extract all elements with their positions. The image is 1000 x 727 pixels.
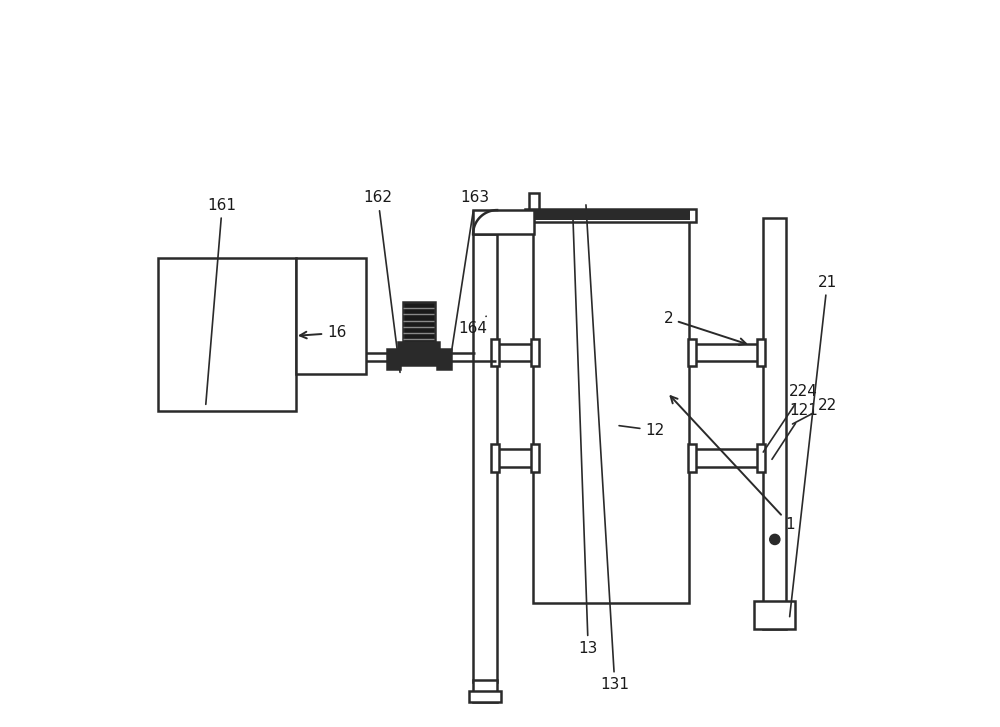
- Text: 12: 12: [619, 423, 665, 438]
- Text: 2: 2: [664, 311, 746, 345]
- Bar: [531, 210, 690, 220]
- Text: 131: 131: [586, 205, 629, 692]
- Bar: [763, 218, 786, 629]
- Text: 22: 22: [793, 398, 837, 424]
- Bar: [473, 210, 534, 234]
- Bar: [531, 444, 539, 472]
- Text: 224: 224: [763, 384, 818, 452]
- Bar: [529, 193, 539, 209]
- Bar: [688, 444, 696, 472]
- Circle shape: [770, 534, 780, 545]
- Bar: [757, 444, 765, 472]
- Text: 1: 1: [671, 396, 795, 532]
- Bar: [473, 680, 497, 702]
- Bar: [754, 601, 795, 629]
- Bar: [531, 339, 539, 366]
- Text: 161: 161: [206, 198, 237, 404]
- Bar: [491, 444, 499, 472]
- Text: 163: 163: [451, 190, 490, 355]
- Bar: [533, 214, 689, 603]
- Text: 164: 164: [459, 316, 488, 336]
- Bar: [757, 339, 765, 366]
- Text: 16: 16: [300, 326, 346, 340]
- Bar: [437, 349, 451, 369]
- Bar: [473, 234, 497, 682]
- Bar: [491, 339, 499, 366]
- Bar: [158, 258, 296, 411]
- Bar: [525, 209, 696, 222]
- Bar: [403, 302, 435, 345]
- Text: 13: 13: [573, 214, 598, 656]
- Text: 162: 162: [363, 190, 400, 372]
- Text: 21: 21: [790, 275, 837, 616]
- Bar: [688, 339, 696, 366]
- Bar: [469, 691, 501, 702]
- Bar: [398, 342, 439, 365]
- Bar: [387, 349, 400, 369]
- Bar: [493, 449, 533, 467]
- Bar: [689, 344, 763, 361]
- Bar: [493, 344, 533, 361]
- Text: 121: 121: [772, 403, 818, 459]
- Bar: [689, 449, 763, 467]
- Bar: [296, 258, 366, 374]
